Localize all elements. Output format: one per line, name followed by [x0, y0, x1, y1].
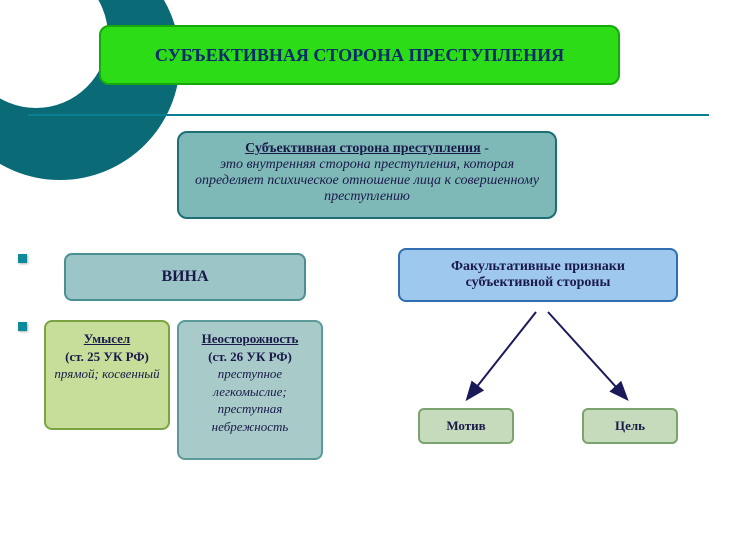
umysel-ref: (ст. 25 УК РФ)	[65, 349, 149, 364]
bullet-1	[18, 254, 27, 263]
vina-box: ВИНА	[64, 253, 306, 301]
neost-box: Неосторожность (ст. 26 УК РФ) преступное…	[177, 320, 323, 460]
definition-body: это внутренняя сторона преступления, кот…	[195, 157, 539, 204]
vina-label: ВИНА	[161, 268, 208, 286]
neost-ref: (ст. 26 УК РФ)	[208, 349, 292, 364]
facultative-box: Факультативные признаки субъективной сто…	[398, 248, 678, 302]
main-title-text: СУБЪЕКТИВНАЯ СТОРОНА ПРЕСТУПЛЕНИЯ	[155, 45, 564, 66]
facultative-label: Факультативные признаки субъективной сто…	[408, 259, 668, 291]
definition-box: Субъективная сторона преступления - это …	[177, 131, 557, 219]
umysel-title: Умысел	[84, 331, 130, 346]
definition-dash: -	[481, 141, 489, 156]
arrow-to-cel	[548, 312, 626, 398]
neost-title: Неосторожность	[202, 331, 299, 346]
umysel-box: Умысел (ст. 25 УК РФ) прямой; косвенный	[44, 320, 170, 430]
umysel-items: прямой; косвенный	[54, 366, 159, 381]
main-title: СУБЪЕКТИВНАЯ СТОРОНА ПРЕСТУПЛЕНИЯ	[99, 25, 620, 85]
separator-line	[28, 114, 709, 116]
motiv-label: Мотив	[446, 418, 485, 434]
cel-box: Цель	[582, 408, 678, 444]
definition-heading: Субъективная сторона преступления	[245, 141, 481, 156]
motiv-box: Мотив	[418, 408, 514, 444]
neost-items: преступное легкомыслие; преступная небре…	[212, 366, 289, 434]
cel-label: Цель	[615, 418, 645, 434]
bullet-2	[18, 322, 27, 331]
arrow-to-motiv	[468, 312, 536, 398]
